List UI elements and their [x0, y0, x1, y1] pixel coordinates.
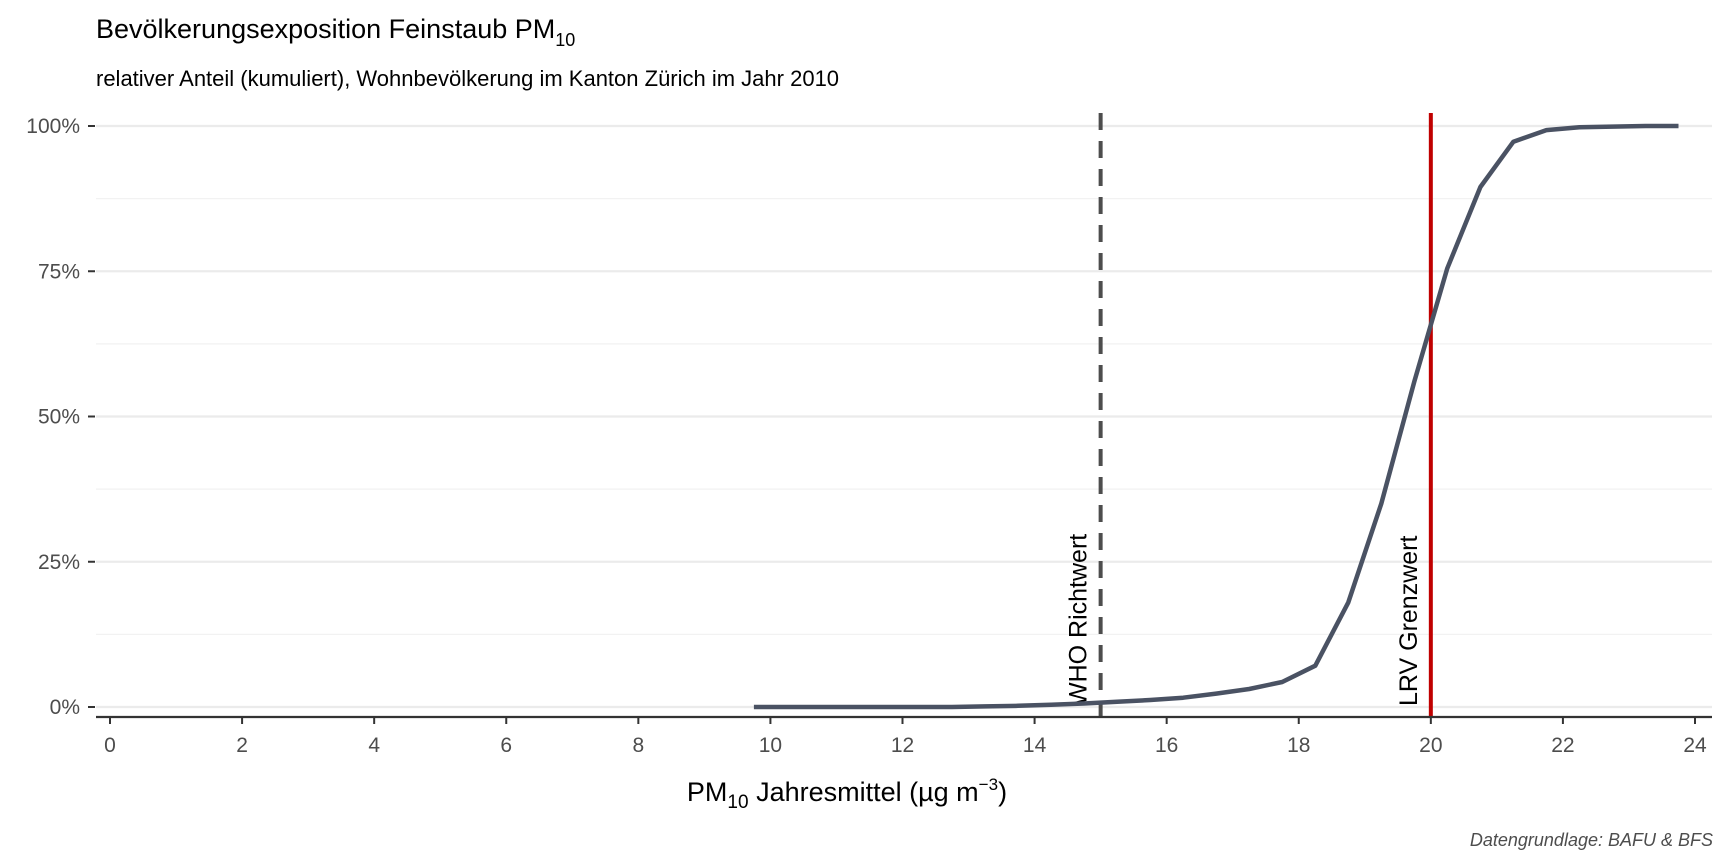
x-tick-label: 6: [500, 734, 512, 757]
lrv-reference-label: LRV Grenzwert: [1395, 536, 1423, 706]
x-tick-label: 22: [1551, 734, 1574, 757]
x-label-suffix: ): [998, 777, 1007, 807]
x-tick-label: 18: [1287, 734, 1310, 757]
y-tick-label: 100%: [26, 115, 80, 138]
y-axis: 0% 25% 50% 75% 100%: [26, 115, 95, 719]
chart-title: Bevölkerungsexposition Feinstaub PM10: [96, 14, 575, 50]
who-reference-label: WHO Richtwert: [1065, 534, 1093, 706]
x-label-main: Jahresmittel (µg m: [749, 777, 979, 807]
x-tick-label: 10: [759, 734, 782, 757]
x-label-subscript: 10: [727, 792, 748, 813]
y-tick-label: 25%: [38, 551, 80, 574]
reference-lines: WHO Richtwert LRV Grenzwert: [1065, 113, 1433, 716]
x-axis: 0 2 4 6 8 10 12 14 16 18 20 22 24: [96, 715, 1712, 757]
cumulative-line: [753, 123, 1679, 710]
x-tick-label: 14: [1023, 734, 1047, 757]
x-tick-label: 16: [1155, 734, 1178, 757]
x-tick-label: 8: [632, 734, 644, 757]
chart-title-subscript: 10: [555, 30, 575, 50]
x-tick-label: 12: [891, 734, 914, 757]
x-label-prefix: PM: [687, 777, 728, 807]
caption: Datengrundlage: BAFU & BFS: [1470, 830, 1713, 850]
x-tick-label: 2: [236, 734, 248, 757]
x-label-superscript: −3: [979, 775, 998, 794]
x-tick-label: 4: [368, 734, 380, 757]
x-tick-label: 20: [1419, 734, 1442, 757]
y-tick-label: 50%: [38, 406, 80, 429]
x-axis-label: PM10 Jahresmittel (µg m−3): [687, 775, 1007, 813]
data-series: [753, 123, 1679, 710]
x-tick-label: 0: [104, 734, 116, 757]
x-tick-label: 24: [1683, 734, 1707, 757]
y-tick-label: 75%: [38, 260, 80, 283]
chart-title-main: Bevölkerungsexposition Feinstaub PM: [96, 14, 555, 44]
y-tick-label: 0%: [50, 696, 80, 719]
chart-subtitle: relativer Anteil (kumuliert), Wohnbevölk…: [96, 66, 839, 91]
